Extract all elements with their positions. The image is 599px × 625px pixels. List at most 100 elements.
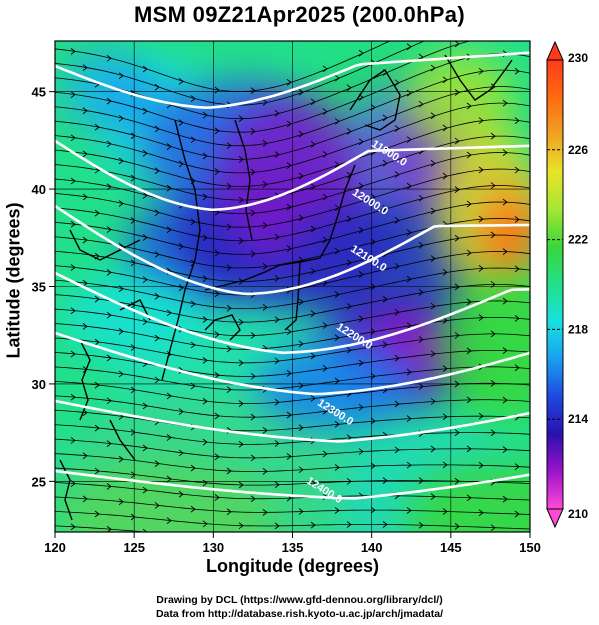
wind-arrow	[142, 65, 148, 73]
wind-arrow	[154, 251, 160, 258]
wind-arrow	[454, 380, 460, 388]
wind-arrow	[238, 237, 244, 245]
wind-arrow	[323, 536, 327, 542]
wind-arrow	[418, 289, 424, 296]
colorbar-tick-label: 230	[568, 51, 588, 65]
wind-arrow	[454, 186, 460, 194]
wind-arrow	[430, 445, 436, 453]
wind-arrow	[346, 303, 352, 310]
wind-arrow	[478, 67, 484, 75]
wind-arrow	[395, 34, 399, 40]
wind-arrow	[94, 510, 100, 518]
height-contours	[55, 51, 530, 500]
wind-arrow	[214, 249, 220, 257]
wind-arrow	[310, 479, 316, 487]
colorbar: 210 214 218 222 226 230	[546, 40, 588, 529]
wind-arrow	[238, 155, 244, 163]
wind-arrow	[94, 424, 100, 432]
streamline	[55, 218, 530, 269]
x-tick-label: 130	[202, 540, 224, 555]
wind-arrow	[178, 160, 184, 168]
wind-arrow	[478, 314, 484, 321]
wind-arrow	[418, 100, 424, 108]
wind-arrow	[106, 311, 112, 319]
colorbar-max-arrow	[546, 40, 564, 61]
wind-arrow	[394, 125, 400, 132]
wind-arrow	[82, 107, 88, 115]
wind-arrow	[334, 161, 340, 169]
wind-arrow	[394, 262, 400, 270]
wind-arrow	[514, 463, 520, 470]
wind-arrow	[298, 466, 304, 474]
wind-arrow	[370, 506, 376, 514]
wind-arrow	[70, 480, 76, 488]
wind-arrow	[514, 117, 520, 124]
wind-arrow	[346, 346, 352, 354]
wind-arrow	[514, 364, 520, 372]
wind-arrow	[334, 74, 340, 82]
height-contour	[55, 331, 530, 396]
wind-arrow	[502, 495, 508, 503]
wind-arrow	[478, 117, 484, 124]
wind-arrow	[430, 255, 436, 262]
wind-arrow	[502, 248, 508, 256]
wind-arrow	[226, 345, 232, 353]
wind-arrow	[286, 120, 292, 128]
wind-arrow	[274, 316, 280, 324]
wind-arrow	[454, 429, 460, 436]
wind-arrow	[202, 357, 208, 364]
wind-arrow	[250, 250, 256, 258]
wind-arrow	[467, 538, 471, 544]
temperature-blob	[285, 201, 485, 321]
y-tick-label: 40	[32, 182, 46, 197]
wind-arrow	[118, 72, 124, 80]
height-contour	[55, 399, 530, 443]
wind-arrow	[502, 149, 508, 157]
wind-arrow	[418, 477, 424, 484]
height-contour	[55, 139, 530, 212]
wind-arrow	[334, 247, 340, 255]
wind-arrow	[118, 455, 124, 463]
wind-arrow	[70, 307, 76, 315]
wind-arrow	[250, 332, 256, 339]
wind-arrow	[250, 454, 256, 462]
wind-arrow	[202, 193, 208, 201]
wind-arrow	[334, 291, 340, 298]
wind-arrow	[490, 281, 496, 288]
wind-arrow	[94, 381, 100, 389]
streamline	[55, 380, 530, 404]
wind-arrow	[190, 136, 196, 144]
wind-arrow	[358, 403, 364, 411]
wind-arrow	[238, 359, 244, 367]
wind-arrow	[478, 264, 484, 272]
wind-arrow	[382, 341, 388, 348]
coastline	[234, 119, 253, 241]
wind-arrow	[286, 328, 292, 336]
wind-arrow	[166, 434, 172, 441]
colorbar-ticks: 210 214 218 222 226 230	[547, 51, 588, 521]
x-tick-label: 150	[519, 540, 541, 555]
wind-arrow	[454, 137, 460, 145]
wind-arrow	[418, 521, 424, 529]
wind-arrow	[370, 462, 376, 470]
x-tick-label: 140	[361, 540, 383, 555]
wind-arrow	[118, 114, 124, 122]
wind-arrow	[478, 509, 484, 517]
coastline	[59, 459, 73, 521]
wind-arrow	[190, 218, 196, 226]
wind-arrow	[70, 91, 76, 98]
wind-arrow	[382, 159, 388, 167]
wind-arrow	[82, 366, 88, 373]
wind-arrow	[490, 524, 496, 532]
wind-arrow	[154, 460, 160, 467]
streamline	[55, 267, 530, 310]
wind-arrow	[334, 204, 340, 212]
streamline	[55, 395, 530, 418]
wind-arrow	[142, 318, 148, 326]
wind-arrow	[166, 392, 172, 400]
wind-arrow	[238, 400, 244, 407]
wind-arrow	[394, 446, 400, 454]
wind-arrow	[190, 259, 196, 267]
wind-arrow	[274, 151, 280, 159]
wind-arrow	[238, 481, 244, 489]
